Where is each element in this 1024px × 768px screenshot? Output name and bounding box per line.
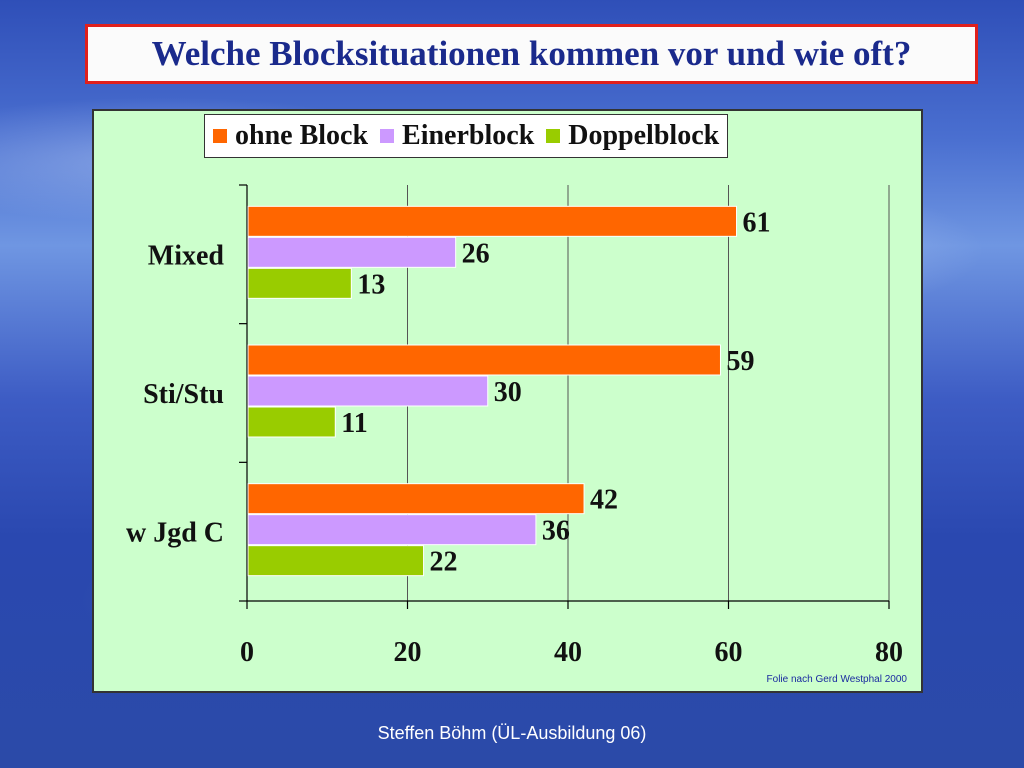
source-note: Folie nach Gerd Westphal 2000 <box>766 674 907 685</box>
chart-legend: ohne Block Einerblock Doppelblock <box>204 114 729 158</box>
data-label: 61 <box>743 207 771 238</box>
bar <box>247 205 738 237</box>
slide-title: Welche Blocksituationen kommen vor und w… <box>151 34 912 73</box>
bar-chart: 0 20 40 60 80 Mixed 61 26 13 Sti/Stu 59 30 11 w Jgd C… <box>126 184 903 668</box>
legend-item: Doppelblock <box>546 120 719 152</box>
legend-item: Einerblock <box>380 120 534 152</box>
legend-label: Doppelblock <box>568 120 720 151</box>
legend-label: ohne Block <box>235 120 369 151</box>
bar <box>247 514 537 546</box>
bar <box>247 344 721 376</box>
legend-swatch <box>213 129 227 143</box>
data-label: 26 <box>462 238 490 269</box>
bar <box>247 236 457 268</box>
footer-text: Steffen Böhm (ÜL-Ausbildung 06) <box>377 723 647 743</box>
data-label: 13 <box>357 269 385 300</box>
legend-label: Einerblock <box>402 120 535 151</box>
category-label: w Jgd C <box>126 518 224 549</box>
data-label: 59 <box>726 346 754 377</box>
bar <box>247 545 425 577</box>
x-tick-label: 40 <box>554 637 582 668</box>
data-label: 42 <box>590 485 618 516</box>
category-label: Mixed <box>148 240 225 271</box>
chart-area: 0 20 40 60 80 Mixed 61 26 13 Sti/Stu 59 30 11 w Jgd C… <box>92 109 923 693</box>
bar <box>247 267 352 299</box>
title-box: Welche Blocksituationen kommen vor und w… <box>85 24 978 84</box>
x-tick-label: 0 <box>240 637 254 668</box>
legend-swatch <box>546 129 561 143</box>
bar <box>247 483 585 515</box>
bar <box>247 406 336 438</box>
bar <box>247 375 489 407</box>
data-label: 30 <box>494 377 522 408</box>
data-label: 22 <box>430 547 458 578</box>
legend-item: ohne Block <box>213 120 368 152</box>
x-tick-label: 60 <box>715 637 743 668</box>
x-tick-label: 20 <box>394 637 422 668</box>
data-label: 36 <box>542 516 570 547</box>
legend-swatch <box>380 129 395 143</box>
x-tick-label: 80 <box>875 637 903 668</box>
data-label: 11 <box>341 408 367 439</box>
category-label: Sti/Stu <box>143 379 224 410</box>
